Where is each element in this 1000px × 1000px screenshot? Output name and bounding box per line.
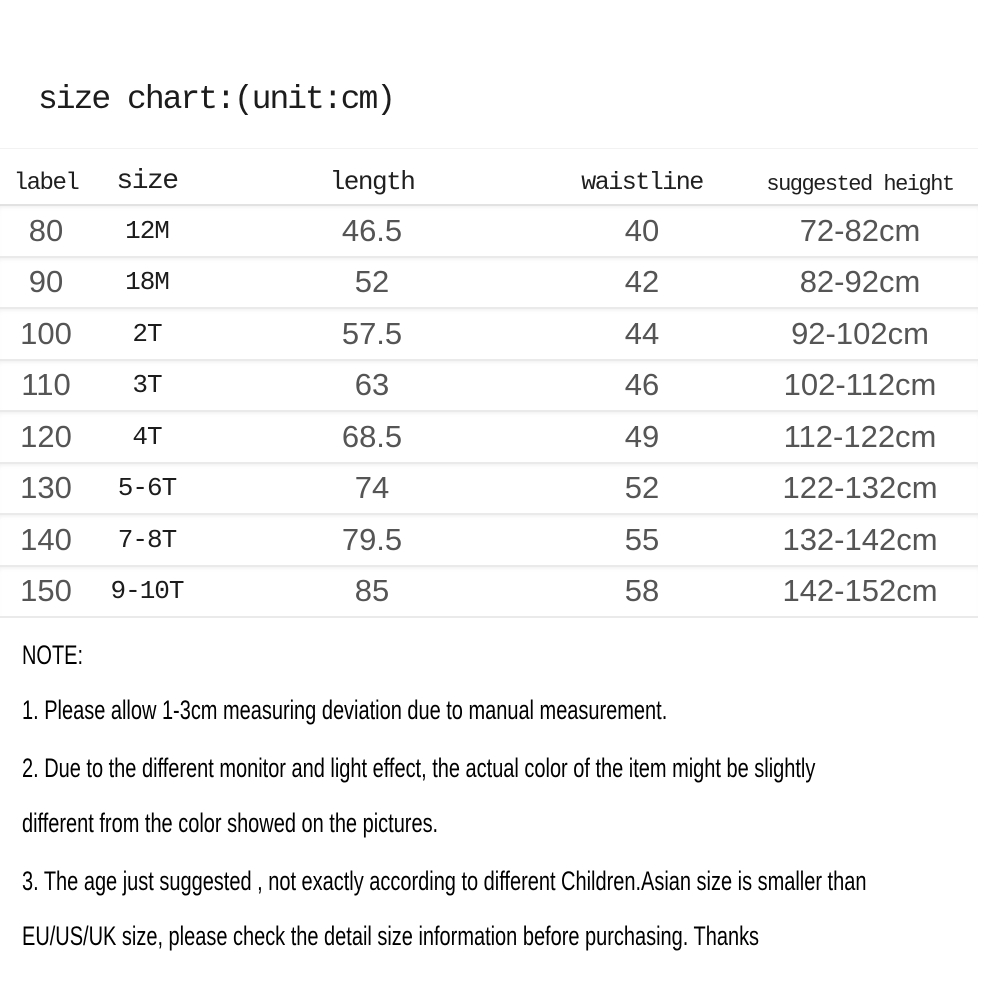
cell-label: 140	[20, 521, 72, 557]
column-header-waistline: waistline	[581, 168, 704, 197]
cell-size: 7-8T	[117, 524, 177, 555]
size-chart-title: size chart:(unit:cm)	[38, 81, 396, 118]
cell-waistline: 46	[624, 367, 660, 403]
cell-size: 2T	[132, 318, 162, 349]
note-text: 2. Due to the different monitor and ligh…	[22, 753, 816, 783]
cell-label: 150	[20, 573, 72, 609]
cell-size: 4T	[132, 421, 162, 452]
notes-section: NOTE: 1. Please allow 1-3cm measuring de…	[22, 628, 1000, 964]
cell-length: 57.5	[341, 315, 403, 351]
cell-height: 132-142cm	[782, 521, 938, 557]
cell-height: 82-92cm	[799, 264, 921, 300]
cell-height: 122-132cm	[782, 470, 938, 506]
cell-height: 92-102cm	[791, 315, 929, 351]
table-body: 80 12M 46.5 40 72-82cm 90 18M 52 42 82-9…	[0, 206, 978, 618]
note-heading: NOTE:	[22, 628, 1000, 683]
cell-waistline: 40	[624, 212, 660, 248]
cell-waistline: 52	[624, 470, 660, 506]
size-table: label size length waistline suggested he…	[0, 148, 978, 618]
cell-height: 142-152cm	[782, 573, 938, 609]
table-row: 100 2T 57.5 44 92-102cm	[0, 309, 978, 361]
note-text: 3. The age just suggested , not exactly …	[22, 866, 867, 896]
cell-label: 100	[20, 315, 72, 351]
cell-waistline: 58	[624, 573, 660, 609]
cell-label: 120	[20, 418, 72, 454]
table-row: 110 3T 63 46 102-112cm	[0, 361, 978, 412]
cell-size: 9-10T	[110, 576, 184, 607]
cell-length: 52	[354, 264, 390, 300]
cell-length: 46.5	[341, 212, 403, 248]
table-row: 90 18M 52 42 82-92cm	[0, 258, 978, 309]
cell-label: 110	[21, 367, 71, 403]
cell-waistline: 44	[624, 315, 660, 351]
cell-height: 102-112cm	[783, 367, 937, 403]
note-line-2: 2. Due to the different monitor and ligh…	[22, 741, 1000, 796]
cell-label: 90	[28, 264, 64, 300]
column-header-size: size	[116, 166, 179, 197]
note-text: EU/US/UK size, please check the detail s…	[22, 921, 760, 951]
cell-length: 74	[354, 470, 390, 506]
cell-waistline: 42	[624, 264, 660, 300]
column-header-length: length	[329, 167, 416, 197]
cell-label: 130	[20, 470, 72, 506]
column-header-height: suggested height	[766, 172, 955, 197]
cell-size: 12M	[125, 215, 170, 246]
table-row: 140 7-8T 79.5 55 132-142cm	[0, 515, 978, 567]
cell-waistline: 49	[624, 418, 660, 454]
cell-size: 3T	[132, 370, 162, 401]
table-header-row: label size length waistline suggested he…	[0, 148, 978, 206]
table-row: 120 4T 68.5 49 112-122cm	[0, 412, 978, 464]
note-line-2-cont: different from the color showed on the p…	[22, 796, 1000, 851]
note-text: different from the color showed on the p…	[22, 808, 439, 838]
cell-size: 5-6T	[117, 473, 177, 504]
note-line-1: 1. Please allow 1-3cm measuring deviatio…	[22, 683, 1000, 738]
table-row: 150 9-10T 85 58 142-152cm	[0, 567, 978, 618]
cell-height: 112-122cm	[783, 418, 937, 454]
note-line-3: 3. The age just suggested , not exactly …	[22, 854, 1000, 909]
cell-waistline: 55	[624, 521, 660, 557]
cell-length: 63	[354, 367, 390, 403]
table-row: 80 12M 46.5 40 72-82cm	[0, 206, 978, 258]
cell-length: 68.5	[341, 418, 403, 454]
table-row: 130 5-6T 74 52 122-132cm	[0, 464, 978, 515]
cell-length: 79.5	[341, 521, 403, 557]
cell-length: 85	[354, 573, 390, 609]
cell-size: 18M	[125, 267, 170, 298]
cell-height: 72-82cm	[799, 212, 921, 248]
note-line-3-cont: EU/US/UK size, please check the detail s…	[22, 909, 1000, 964]
note-text: 1. Please allow 1-3cm measuring deviatio…	[22, 695, 668, 725]
cell-label: 80	[28, 212, 64, 248]
column-header-label: label	[13, 170, 80, 197]
note-heading-text: NOTE:	[22, 640, 84, 670]
